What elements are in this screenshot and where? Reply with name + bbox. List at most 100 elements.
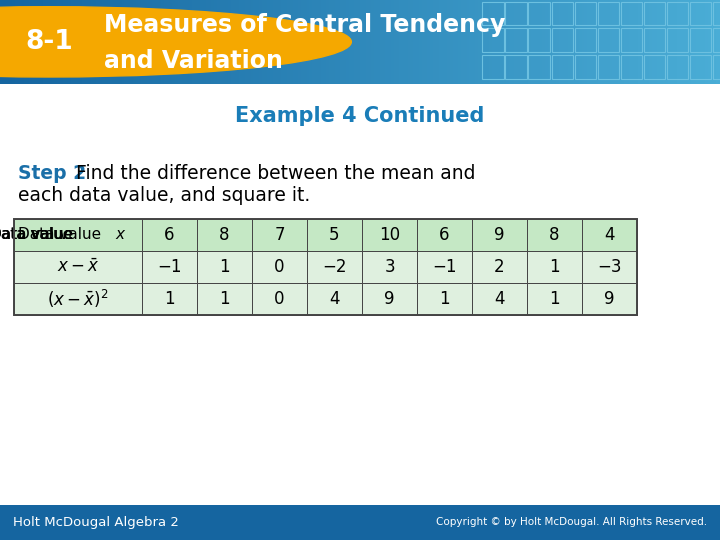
Bar bbox=[307, 251, 362, 283]
Text: and Variation: and Variation bbox=[104, 49, 283, 73]
Bar bbox=[552, 2, 573, 25]
Bar bbox=[644, 2, 665, 25]
Text: 0: 0 bbox=[274, 258, 284, 276]
Text: 6: 6 bbox=[164, 226, 175, 244]
Bar bbox=[552, 29, 573, 52]
Bar bbox=[362, 251, 417, 283]
Bar bbox=[197, 251, 252, 283]
Bar bbox=[472, 251, 527, 283]
Bar bbox=[667, 29, 688, 52]
Text: 7: 7 bbox=[274, 226, 284, 244]
Text: 1: 1 bbox=[219, 289, 230, 308]
Circle shape bbox=[0, 6, 351, 77]
Bar bbox=[575, 2, 596, 25]
Bar bbox=[644, 29, 665, 52]
Bar bbox=[528, 2, 550, 25]
Text: 10: 10 bbox=[379, 226, 400, 244]
Bar bbox=[582, 219, 637, 251]
Bar bbox=[667, 2, 688, 25]
Text: 8: 8 bbox=[549, 226, 559, 244]
Text: 9: 9 bbox=[384, 289, 395, 308]
Text: 4: 4 bbox=[329, 289, 340, 308]
Bar bbox=[621, 55, 642, 79]
Text: 8-1: 8-1 bbox=[25, 29, 73, 55]
Bar bbox=[598, 55, 619, 79]
Bar bbox=[417, 251, 472, 283]
Text: 9: 9 bbox=[604, 289, 615, 308]
Text: Data value: Data value bbox=[0, 227, 78, 242]
Text: 1: 1 bbox=[439, 289, 450, 308]
Text: 0: 0 bbox=[274, 289, 284, 308]
Text: −1: −1 bbox=[432, 258, 456, 276]
Bar bbox=[252, 251, 307, 283]
Bar bbox=[621, 2, 642, 25]
Bar bbox=[598, 2, 619, 25]
Text: 1: 1 bbox=[549, 258, 560, 276]
Bar bbox=[713, 2, 720, 25]
Bar bbox=[552, 55, 573, 79]
Bar bbox=[142, 283, 197, 315]
Text: 6: 6 bbox=[439, 226, 450, 244]
Text: 1: 1 bbox=[164, 289, 175, 308]
Text: x: x bbox=[115, 227, 124, 242]
Bar bbox=[482, 29, 504, 52]
Text: Data value: Data value bbox=[0, 227, 77, 242]
Bar bbox=[197, 283, 252, 315]
Bar bbox=[528, 29, 550, 52]
Bar bbox=[14, 283, 142, 315]
Bar bbox=[417, 219, 472, 251]
Bar bbox=[528, 55, 550, 79]
Bar bbox=[527, 251, 582, 283]
Bar bbox=[472, 283, 527, 315]
Bar bbox=[598, 29, 619, 52]
Text: 5: 5 bbox=[329, 226, 340, 244]
Text: Step 2: Step 2 bbox=[18, 164, 86, 183]
Bar bbox=[307, 219, 362, 251]
Text: 9: 9 bbox=[494, 226, 505, 244]
Bar bbox=[417, 283, 472, 315]
Bar bbox=[252, 283, 307, 315]
Text: Holt McDougal Algebra 2: Holt McDougal Algebra 2 bbox=[13, 516, 179, 529]
Text: 1: 1 bbox=[549, 289, 560, 308]
Bar bbox=[575, 55, 596, 79]
Bar bbox=[505, 55, 527, 79]
Text: 4: 4 bbox=[604, 226, 615, 244]
Text: $x - \bar{x}$: $x - \bar{x}$ bbox=[57, 258, 99, 276]
Text: Copyright © by Holt McDougal. All Rights Reserved.: Copyright © by Holt McDougal. All Rights… bbox=[436, 517, 707, 528]
Text: 3: 3 bbox=[384, 258, 395, 276]
Text: $(x - \bar{x})^{2}$: $(x - \bar{x})^{2}$ bbox=[48, 288, 109, 310]
Bar bbox=[252, 219, 307, 251]
Text: each data value, and square it.: each data value, and square it. bbox=[18, 186, 310, 205]
Bar bbox=[142, 251, 197, 283]
Bar bbox=[472, 219, 527, 251]
Bar bbox=[713, 55, 720, 79]
Text: Data value: Data value bbox=[0, 227, 78, 242]
Text: −2: −2 bbox=[323, 258, 347, 276]
Bar bbox=[362, 219, 417, 251]
Bar bbox=[505, 2, 527, 25]
Bar bbox=[14, 219, 142, 251]
Bar bbox=[142, 219, 197, 251]
Bar bbox=[482, 2, 504, 25]
Text: Example 4 Continued: Example 4 Continued bbox=[235, 106, 485, 126]
Bar bbox=[690, 29, 711, 52]
Bar bbox=[667, 55, 688, 79]
Text: −1: −1 bbox=[157, 258, 181, 276]
Bar bbox=[505, 29, 527, 52]
Bar bbox=[575, 29, 596, 52]
Bar bbox=[582, 251, 637, 283]
Bar bbox=[527, 283, 582, 315]
Text: 2: 2 bbox=[494, 258, 505, 276]
Bar bbox=[14, 251, 142, 283]
Text: Data value: Data value bbox=[18, 227, 106, 242]
Bar bbox=[362, 283, 417, 315]
Bar bbox=[644, 55, 665, 79]
Bar bbox=[690, 55, 711, 79]
Bar bbox=[621, 29, 642, 52]
Bar bbox=[197, 219, 252, 251]
Text: Find the difference between the mean and: Find the difference between the mean and bbox=[70, 164, 475, 183]
Bar bbox=[14, 219, 637, 315]
Text: 4: 4 bbox=[494, 289, 505, 308]
Bar bbox=[482, 55, 504, 79]
Bar bbox=[690, 2, 711, 25]
